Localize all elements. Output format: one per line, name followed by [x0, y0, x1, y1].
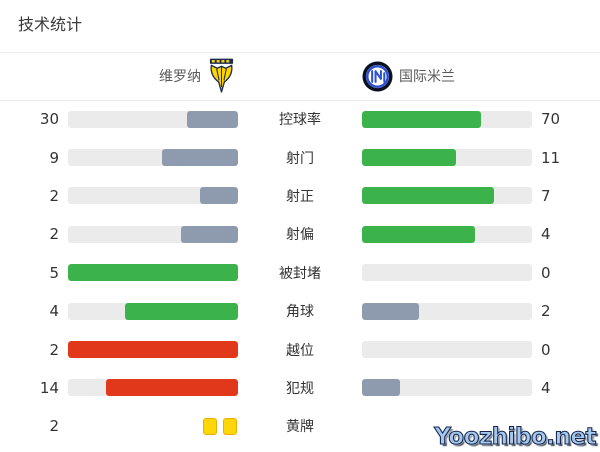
yellow-card-icon [223, 417, 237, 435]
away-bar [362, 110, 532, 128]
stat-label: 黄牌 [286, 419, 314, 436]
home-bar [68, 341, 238, 359]
home-bar-fill [68, 341, 238, 359]
away-value: 0 [541, 340, 551, 359]
away-value: 7 [541, 186, 551, 205]
home-bar [68, 225, 238, 243]
stat-row: 14 犯规 4 [0, 369, 600, 407]
stat-label: 角球 [286, 304, 314, 321]
home-bar [68, 187, 238, 205]
away-bar-fill [362, 302, 419, 320]
home-value: 4 [49, 302, 59, 321]
team-home: 维罗纳 [0, 52, 300, 100]
home-bar-fill [187, 110, 238, 128]
away-bar-track [362, 302, 532, 320]
away-bar-track [362, 341, 532, 359]
stat-label: 被封堵 [279, 265, 321, 282]
home-bar-fill [124, 302, 238, 320]
inter-milan-logo-icon [362, 60, 393, 92]
home-bar-track [68, 149, 238, 167]
stat-row: 9 射门 11 [0, 138, 600, 176]
stat-label: 射正 [286, 188, 314, 205]
home-bar-track [68, 187, 238, 205]
home-bar [68, 302, 238, 320]
away-value: 2 [541, 302, 551, 321]
home-bar [68, 149, 238, 167]
teams-header: 维罗纳 [0, 52, 600, 100]
away-bar [362, 149, 532, 167]
yellow-card-icon [203, 417, 217, 435]
teams-divider [0, 100, 600, 101]
away-value: 4 [541, 225, 551, 244]
away-bar [362, 225, 532, 243]
stat-label: 射偏 [286, 227, 314, 244]
hellas-verona-logo-icon [207, 58, 236, 94]
away-bar-track [362, 187, 532, 205]
home-bar [68, 417, 238, 435]
home-value: 5 [49, 263, 59, 282]
away-bar-track [362, 264, 532, 282]
stat-row: 5 被封堵 0 [0, 254, 600, 292]
away-bar [362, 302, 532, 320]
home-bar-fill [181, 225, 238, 243]
stat-row: 2 黄牌 [0, 407, 600, 445]
stat-row: 2 越位 0 [0, 330, 600, 368]
home-value: 2 [49, 417, 59, 436]
stat-row: 2 射正 7 [0, 177, 600, 215]
home-bar-track [68, 110, 238, 128]
stat-row: 30 控球率 70 [0, 100, 600, 138]
home-value: 2 [49, 340, 59, 359]
stat-row: 2 射偏 4 [0, 215, 600, 253]
away-bar-fill [362, 110, 481, 128]
watermark: Yoozhibo.net [434, 423, 597, 450]
home-bar-track [68, 341, 238, 359]
away-bar [362, 341, 532, 359]
away-value: 4 [541, 378, 551, 397]
home-value: 2 [49, 186, 59, 205]
away-bar-fill [362, 187, 495, 205]
home-bar-fill [161, 149, 238, 167]
stat-label: 射门 [286, 150, 314, 167]
away-bar-track [362, 225, 532, 243]
team-away: 国际米兰 [300, 52, 600, 100]
stat-label: 控球率 [279, 112, 321, 129]
home-bar-track [68, 225, 238, 243]
away-bar-fill [362, 149, 456, 167]
stat-label: 越位 [286, 342, 314, 359]
team-away-name: 国际米兰 [399, 69, 455, 85]
away-bar [362, 187, 532, 205]
away-bar-track [362, 149, 532, 167]
home-cards [68, 417, 238, 435]
away-value: 0 [541, 263, 551, 282]
home-value: 2 [49, 225, 59, 244]
header-divider [0, 52, 600, 53]
page-title: 技术统计 [18, 15, 83, 34]
home-bar-fill [200, 187, 238, 205]
home-value: 14 [39, 378, 59, 397]
stat-row: 4 角球 2 [0, 292, 600, 330]
home-bar-track [68, 264, 238, 282]
away-bar [362, 264, 532, 282]
home-bar-track [68, 302, 238, 320]
home-bar-track [68, 379, 238, 397]
team-home-name: 维罗纳 [159, 69, 201, 85]
away-value: 11 [541, 148, 561, 167]
away-value: 70 [541, 110, 561, 129]
home-bar-fill [105, 379, 238, 397]
away-bar-track [362, 110, 532, 128]
away-bar-fill [362, 225, 476, 243]
home-bar-fill [68, 264, 238, 282]
stats-list: 30 控球率 70 9 射门 11 [0, 100, 600, 446]
stat-label: 犯规 [286, 380, 314, 397]
away-bar [362, 379, 532, 397]
home-value: 9 [49, 148, 59, 167]
home-bar [68, 379, 238, 397]
home-value: 30 [39, 110, 59, 129]
away-bar-track [362, 379, 532, 397]
home-bar [68, 110, 238, 128]
away-bar-fill [362, 379, 400, 397]
home-bar [68, 264, 238, 282]
